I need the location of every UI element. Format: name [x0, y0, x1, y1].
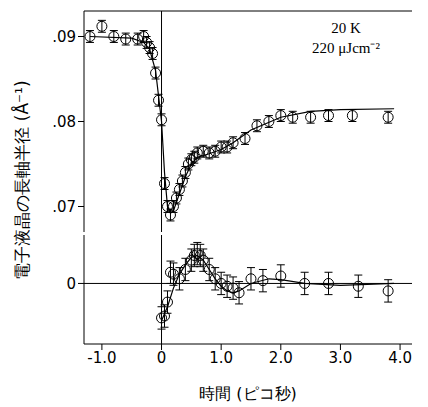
html-text:20 K: 20 K	[331, 20, 361, 36]
svg-text:4.0: 4.0	[388, 349, 412, 367]
html-text:電子液晶の長軸半径 (Å⁻¹): 電子液晶の長軸半径 (Å⁻¹)	[11, 80, 32, 280]
svg-text:0: 0	[66, 275, 76, 293]
svg-text:.07: .07	[52, 198, 76, 216]
svg-text:.08: .08	[52, 113, 76, 131]
html-text:220 μJcm⁻²: 220 μJcm⁻²	[312, 40, 380, 56]
svg-text:2.0: 2.0	[269, 349, 293, 367]
svg-text:.09: .09	[52, 28, 76, 46]
svg-text:0: 0	[157, 349, 167, 367]
svg-text:3.0: 3.0	[329, 349, 353, 367]
svg-text:-1.0: -1.0	[87, 349, 116, 367]
svg-text:時間 (ピコ秒): 時間 (ピコ秒)	[199, 384, 297, 403]
svg-text:1.0: 1.0	[209, 349, 233, 367]
